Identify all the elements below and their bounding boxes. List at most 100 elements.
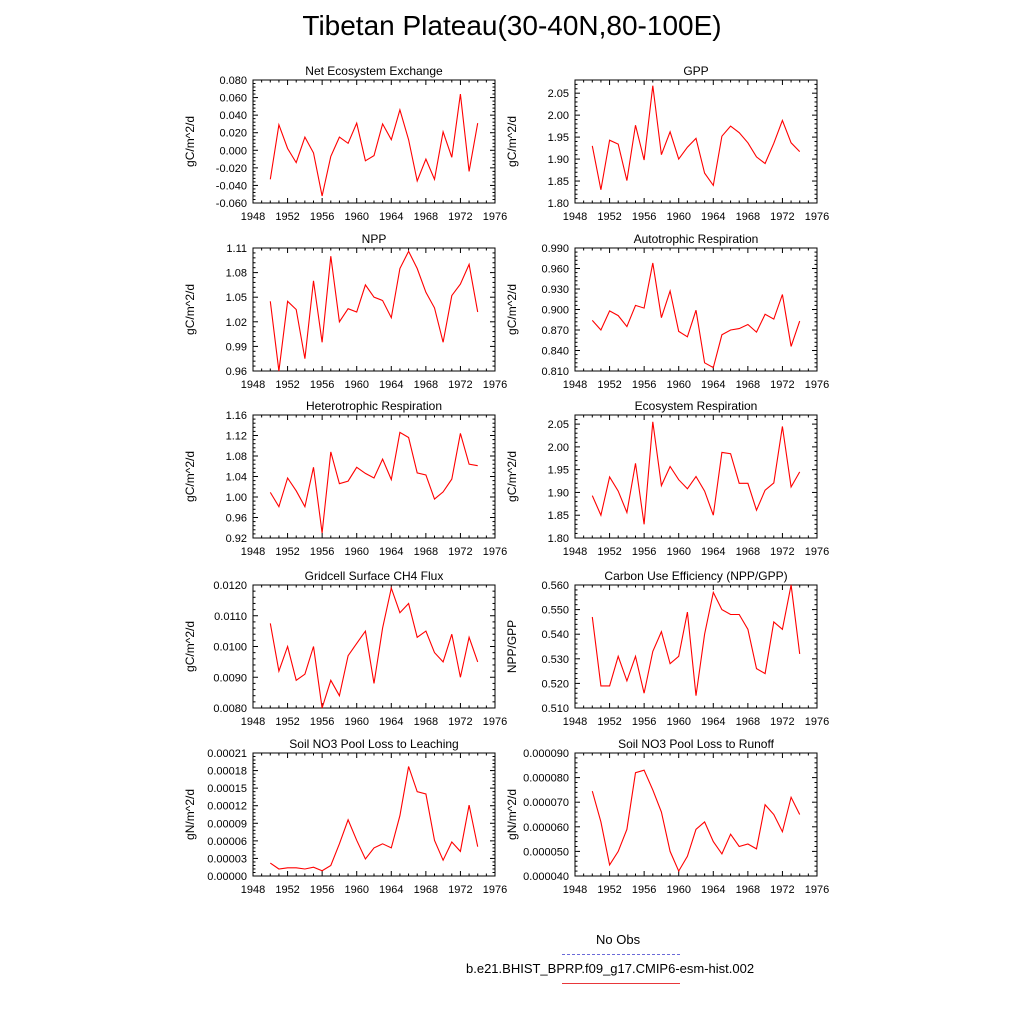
y-tick-label: -0.020: [216, 163, 247, 175]
y-tick-label: 0.000070: [523, 797, 569, 809]
y-tick-label: 1.80: [548, 533, 569, 545]
chart-title: GPP: [683, 64, 708, 78]
chart-panel-3: Autotrophic Respiration gC/m^2/d 1948 1952 1…: [505, 232, 829, 391]
x-tick-label: 1968: [736, 379, 760, 391]
x-tick-label: 1976: [805, 884, 829, 896]
y-tick-label: 1.11: [226, 243, 247, 255]
x-tick-label: 1964: [701, 211, 725, 223]
y-axis-label: gC/m^2/d: [183, 284, 197, 335]
x-tick-label: 1972: [770, 211, 794, 223]
y-tick-label: 0.810: [541, 366, 569, 378]
x-tick-label: 1956: [632, 211, 656, 223]
y-tick-label: 0.00015: [207, 783, 247, 795]
x-tick-label: 1976: [805, 716, 829, 728]
chart-title: Heterotrophic Respiration: [306, 399, 442, 413]
x-tick-label: 1976: [483, 379, 507, 391]
x-tick-label: 1972: [770, 379, 794, 391]
x-tick-label: 1956: [310, 884, 334, 896]
x-tick-label: 1972: [770, 546, 794, 558]
y-tick-label: 0.00003: [207, 853, 247, 865]
x-tick-label: 1972: [770, 716, 794, 728]
x-tick-label: 1976: [805, 546, 829, 558]
x-tick-label: 1948: [563, 379, 587, 391]
y-tick-label: 1.90: [548, 487, 569, 499]
x-tick-label: 1976: [805, 379, 829, 391]
y-tick-label: 1.05: [226, 292, 247, 304]
x-tick-label: 1948: [241, 716, 265, 728]
x-tick-label: 1960: [666, 716, 690, 728]
x-tick-label: 1964: [701, 546, 725, 558]
y-tick-label: 0.870: [541, 325, 569, 337]
x-tick-label: 1976: [483, 546, 507, 558]
chart-panel-2: NPP gC/m^2/d 1948 1952 1956 1960 1964 1968 1972 1…: [183, 232, 507, 391]
y-tick-label: 0.00012: [207, 801, 247, 813]
y-tick-label: 0.00021: [207, 748, 247, 760]
y-tick-label: 0.060: [219, 93, 247, 105]
x-tick-label: 1956: [310, 546, 334, 558]
y-tick-label: 0.840: [541, 346, 569, 358]
y-tick-label: 0.990: [541, 243, 569, 255]
x-tick-label: 1960: [344, 884, 368, 896]
x-tick-label: 1964: [379, 211, 403, 223]
plot-frame: [574, 752, 818, 877]
chart-title: Net Ecosystem Exchange: [305, 64, 443, 78]
y-tick-label: 0.0080: [213, 703, 247, 715]
x-tick-label: 1976: [805, 211, 829, 223]
x-tick-label: 1960: [344, 211, 368, 223]
x-tick-label: 1960: [666, 546, 690, 558]
x-tick-label: 1956: [632, 546, 656, 558]
y-tick-label: 1.12: [226, 431, 247, 443]
y-axis-label: gN/m^2/d: [505, 789, 519, 840]
x-tick-label: 1952: [597, 884, 621, 896]
chart-panel-8: Soil NO3 Pool Loss to Leaching gN/m^2/d 19…: [183, 737, 507, 896]
page-title: Tibetan Plateau(30-40N,80-100E): [302, 10, 722, 41]
series-line: [591, 85, 801, 190]
chart-panel-6: Gridcell Surface CH4 Flux gC/m^2/d 1948 195…: [183, 569, 507, 728]
y-tick-label: 0.000040: [523, 871, 569, 883]
x-tick-label: 1972: [448, 884, 472, 896]
y-tick-label: 0.92: [226, 533, 247, 545]
series-line: [269, 586, 479, 709]
y-tick-label: 0.040: [219, 110, 247, 122]
plot-frame: [574, 584, 818, 709]
series-line: [269, 766, 479, 872]
x-tick-label: 1952: [275, 884, 299, 896]
x-tick-label: 1968: [414, 211, 438, 223]
y-tick-label: 0.520: [541, 678, 569, 690]
y-tick-label: 0.0110: [214, 611, 247, 623]
y-axis-label: gC/m^2/d: [183, 621, 197, 672]
plot-frame: [252, 752, 496, 877]
x-tick-label: 1968: [736, 211, 760, 223]
x-tick-label: 1968: [736, 716, 760, 728]
chart-panel-9: Soil NO3 Pool Loss to Runoff gN/m^2/d 1948…: [505, 737, 829, 896]
x-tick-label: 1968: [414, 546, 438, 558]
y-tick-label: -0.060: [216, 198, 247, 210]
chart-panel-4: Heterotrophic Respiration gC/m^2/d 1948 195…: [183, 399, 507, 558]
y-tick-label: 2.00: [548, 110, 569, 122]
y-tick-label: 1.85: [548, 176, 569, 188]
y-axis-label: gC/m^2/d: [505, 116, 519, 167]
series-line: [591, 262, 801, 369]
x-tick-label: 1964: [701, 884, 725, 896]
x-tick-label: 1956: [632, 716, 656, 728]
chart-panel-5: Ecosystem Respiration gC/m^2/d 1948 1952 195…: [505, 399, 829, 558]
plot-frame: [252, 584, 496, 709]
y-axis-label: NPP/GPP: [505, 620, 519, 673]
chart-title: Ecosystem Respiration: [635, 399, 758, 413]
y-tick-label: 0.000090: [523, 748, 569, 760]
y-tick-label: 1.90: [548, 154, 569, 166]
y-tick-label: 0.0100: [213, 642, 247, 654]
series-line: [269, 431, 478, 533]
y-tick-label: 0.080: [219, 75, 247, 87]
y-tick-label: 0.530: [541, 654, 569, 666]
x-tick-label: 1948: [563, 546, 587, 558]
chart-title: Carbon Use Efficiency (NPP/GPP): [604, 569, 787, 583]
y-tick-label: 0.00006: [207, 836, 247, 848]
y-axis-label: gC/m^2/d: [183, 451, 197, 502]
y-tick-label: 0.00018: [207, 766, 247, 778]
x-tick-label: 1964: [379, 716, 403, 728]
x-tick-label: 1976: [483, 884, 507, 896]
x-tick-label: 1968: [414, 884, 438, 896]
y-tick-label: 1.16: [226, 410, 247, 422]
series-line: [591, 769, 801, 873]
